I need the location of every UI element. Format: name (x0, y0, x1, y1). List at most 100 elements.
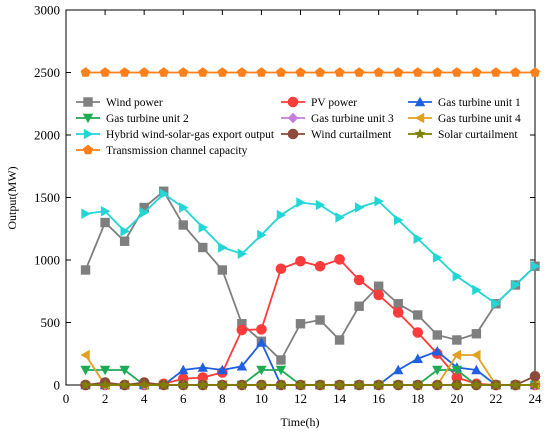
x-tick-label: 18 (411, 391, 424, 406)
data-point (295, 319, 306, 329)
data-point (510, 379, 521, 390)
data-point (413, 233, 423, 244)
data-point (373, 289, 384, 301)
data-point (334, 254, 345, 265)
data-point (452, 335, 462, 345)
legend-item: Gas turbine unit 1 (408, 96, 521, 109)
y-tick-label: 3000 (34, 3, 60, 18)
data-point (432, 346, 443, 356)
legend-marker (287, 128, 299, 140)
y-tick-label: 2000 (34, 128, 60, 143)
data-point (119, 67, 130, 77)
data-point (99, 365, 111, 376)
data-point (80, 265, 91, 275)
data-point (119, 379, 131, 390)
data-point (99, 379, 111, 390)
legend-marker (82, 113, 94, 124)
data-point (100, 67, 111, 77)
data-point (373, 379, 385, 390)
data-point (412, 379, 424, 390)
x-tick-label: 10 (255, 391, 268, 406)
data-point (197, 67, 208, 77)
data-point (334, 379, 346, 390)
data-point (295, 67, 306, 77)
data-point (275, 365, 287, 376)
y-tick-label: 1000 (34, 253, 60, 268)
data-point (80, 379, 91, 390)
x-axis-title: Time(h) (281, 415, 320, 429)
legend-marker (83, 128, 94, 140)
data-point (80, 67, 91, 77)
data-point (256, 67, 267, 77)
legend-item: PV power (281, 96, 357, 109)
series-hybrid-wind-solar-gas-export-output (81, 188, 541, 309)
data-point (139, 67, 150, 77)
data-point (217, 265, 228, 275)
data-point (275, 379, 287, 390)
data-point (451, 379, 463, 390)
data-point (470, 379, 482, 390)
data-point (374, 196, 384, 207)
data-point (198, 242, 208, 253)
data-point (491, 298, 502, 309)
y-axis-title: Output(MW) (5, 166, 19, 229)
series-layer (80, 67, 541, 391)
data-point (510, 67, 521, 77)
data-point (471, 67, 482, 77)
legend-label: PV power (311, 97, 357, 109)
data-point (432, 365, 443, 376)
data-point (353, 274, 365, 286)
data-point (530, 67, 540, 77)
legend-item: Gas turbine unit 4 (408, 112, 521, 125)
legend-item: Hybrid wind-solar-gas export output (76, 128, 275, 141)
data-point (471, 329, 482, 339)
data-point (314, 260, 326, 272)
data-point (392, 307, 404, 318)
data-point (334, 67, 345, 77)
y-tick-label: 2500 (34, 65, 60, 80)
data-point (276, 209, 287, 221)
data-point (354, 67, 365, 77)
data-point (178, 220, 188, 230)
data-point (276, 67, 286, 77)
data-point (451, 349, 462, 361)
legend-label: Gas turbine unit 3 (311, 113, 394, 125)
data-point (276, 355, 286, 365)
data-point (119, 236, 130, 246)
x-tick-label: 12 (294, 391, 307, 406)
data-point (393, 299, 403, 309)
legend-label: Hybrid wind-solar-gas export output (106, 129, 275, 141)
x-tick-label: 6 (180, 391, 187, 406)
x-tick-label: 22 (489, 391, 502, 406)
data-point (432, 330, 442, 340)
legend-label: Transmission channel capacity (106, 145, 248, 157)
legend-label: Wind curtailment (311, 129, 392, 141)
data-point (80, 349, 90, 361)
data-point (179, 202, 189, 213)
data-point (217, 364, 228, 375)
data-point (178, 364, 189, 375)
y-tick-label: 1500 (34, 190, 60, 205)
y-tick-label: 0 (54, 378, 61, 393)
data-point (80, 365, 91, 376)
data-point (334, 335, 345, 345)
legend-marker (287, 96, 299, 108)
data-point (296, 197, 306, 208)
data-point (432, 67, 443, 77)
legend-marker (414, 112, 425, 124)
data-point (471, 349, 481, 361)
data-point (315, 67, 325, 77)
x-tick-label: 4 (141, 391, 148, 406)
data-point (490, 379, 502, 390)
data-point (431, 379, 443, 390)
x-tick-label: 24 (529, 391, 543, 406)
data-point (530, 261, 541, 272)
data-point (354, 202, 365, 213)
data-point (451, 365, 463, 376)
data-point (433, 252, 443, 263)
data-point (471, 364, 482, 375)
data-point (100, 206, 111, 217)
legend-label: Gas turbine unit 4 (438, 113, 521, 125)
